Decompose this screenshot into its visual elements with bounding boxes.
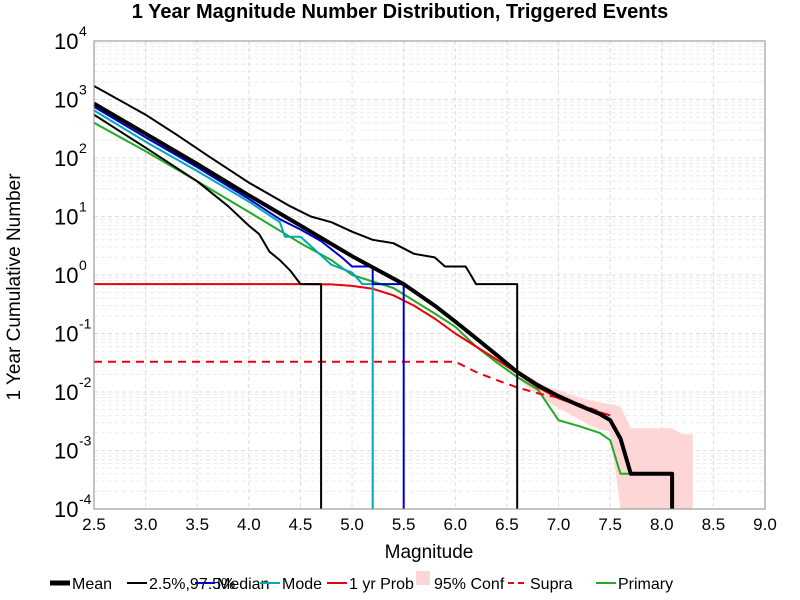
series-line-mean [92, 101, 675, 509]
y-tick-exponent: -2 [79, 374, 92, 390]
y-tick-base: 10 [54, 88, 78, 113]
y-tick-exponent: 2 [79, 140, 87, 156]
x-tick-label: 3.5 [185, 515, 209, 534]
y-tick-label: 10 4 [54, 23, 87, 54]
legend-label: Primary [618, 576, 673, 593]
y-tick-label: 10 3 [54, 82, 87, 113]
y-tick-base: 10 [54, 497, 78, 522]
y-tick-exponent: -3 [79, 433, 92, 449]
x-tick-label: 2.5 [82, 515, 106, 534]
y-tick-label: 10 -4 [54, 491, 92, 522]
grid [93, 41, 766, 510]
x-tick-label: 4.0 [237, 515, 261, 534]
plot-frame [93, 40, 766, 510]
x-tick-label: 6.5 [495, 515, 519, 534]
chart-title: 1 Year Magnitude Number Distribution, Tr… [132, 1, 668, 23]
y-tick-base: 10 [54, 380, 78, 405]
x-tick-label: 6.0 [443, 515, 467, 534]
y-tick-base: 10 [54, 322, 78, 347]
x-tick-label: 5.0 [340, 515, 364, 534]
legend-item: 95% Conf [416, 571, 505, 593]
x-tick-label: 8.5 [702, 515, 726, 534]
y-axis-label: 1 Year Cumulative Number [4, 173, 25, 401]
legend-label: Mode [282, 576, 322, 593]
series-line-supra [94, 360, 601, 413]
y-tick-exponent: -1 [79, 316, 92, 332]
legend-label: 95% Conf [434, 576, 505, 593]
x-tick-label: 5.5 [392, 515, 416, 534]
legend-item: 2.5%,97.5% [127, 576, 235, 593]
legend-item: Mean [50, 576, 112, 593]
y-tick-label: 10 -1 [54, 316, 92, 347]
legend-label: Median [217, 576, 269, 593]
series-layer [92, 85, 675, 509]
y-tick-label: 10 -2 [54, 374, 92, 405]
x-tick-label: 9.0 [753, 515, 777, 534]
y-tick-exponent: -4 [79, 491, 92, 507]
legend-label: Mean [72, 576, 112, 593]
y-tick-base: 10 [54, 439, 78, 464]
y-tick-label: 10 2 [54, 140, 87, 171]
y-tick-base: 10 [54, 263, 78, 288]
legend-item: Median [195, 576, 269, 593]
legend-label: Supra [530, 576, 573, 593]
legend: Mean 2.5%,97.5%Median Mode 1 yr Prob 95% Con… [50, 571, 673, 593]
y-tick-exponent: 3 [79, 82, 87, 98]
series-line-2-5-97-5- [93, 113, 323, 509]
y-tick-base: 10 [54, 146, 78, 171]
y-tick-exponent: 0 [79, 257, 87, 273]
x-tick-label: 3.0 [134, 515, 158, 534]
x-tick-label: 8.0 [650, 515, 674, 534]
legend-label: 2.5%,97.5% [149, 576, 235, 593]
series-line-2-5-97-5- [93, 85, 519, 509]
legend-item: Supra [508, 576, 573, 593]
x-tick-label: 7.0 [547, 515, 571, 534]
y-tick-base: 10 [54, 205, 78, 230]
legend-item: Mode [260, 576, 322, 593]
series-line-median [93, 105, 405, 509]
y-tick-label: 10 -3 [54, 433, 92, 464]
y-tick-exponent: 1 [79, 199, 87, 215]
y-tick-label: 10 0 [54, 257, 87, 288]
legend-swatch [416, 571, 430, 585]
x-axis-ticks: 2.5 3.0 3.5 4.0 4.5 5.0 5.5 6.0 6.5 7.0 7.5 8.0 8.5 9… [82, 515, 777, 534]
y-tick-label: 10 1 [54, 199, 87, 230]
y-tick-base: 10 [54, 29, 78, 54]
series-line-mode [93, 109, 374, 509]
legend-item: Primary [596, 576, 673, 593]
x-axis-label: Magnitude [385, 542, 474, 563]
legend-label: 1 yr Prob [349, 576, 414, 593]
x-tick-label: 4.5 [289, 515, 313, 534]
legend-item: 1 yr Prob [327, 576, 414, 593]
x-tick-label: 7.5 [598, 515, 622, 534]
y-tick-exponent: 4 [79, 23, 87, 39]
